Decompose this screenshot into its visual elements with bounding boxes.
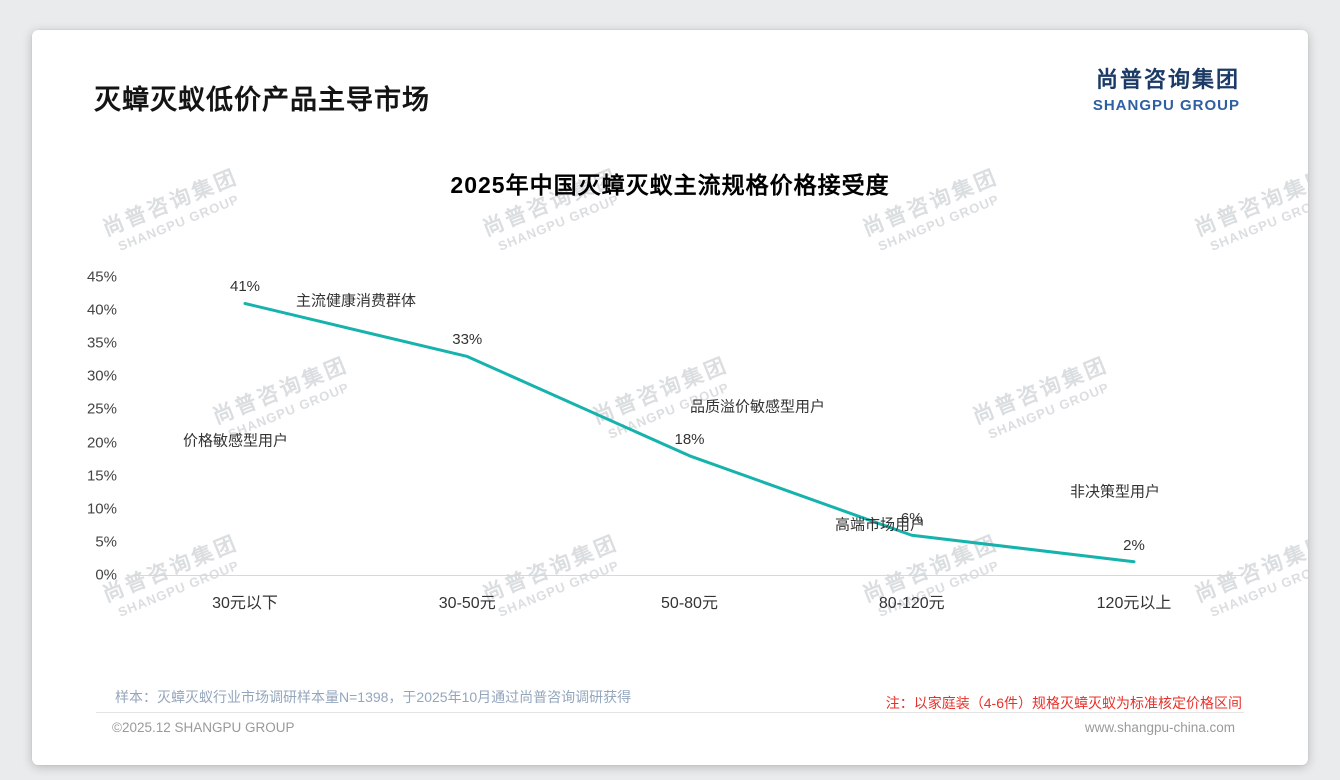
data-point-label: 2% [1123,536,1145,554]
segment-annotation: 非决策型用户 [1070,483,1161,501]
data-point-label: 6% [900,510,923,528]
x-axis-category-label: 120元以上 [1096,595,1172,612]
data-point-label: 41% [229,278,261,296]
brand-logo-en: SHANGPU GROUP [1092,97,1240,114]
segment-annotation: 价格敏感型用户 [183,432,289,450]
y-axis-tick-label: 45% [86,268,117,286]
chart-title: 2025年中国灭蟑灭蚁主流规格价格接受度 [450,172,890,198]
y-axis-tick-label: 5% [95,533,117,551]
price-acceptance-line-chart: 45% 40% 35% 30% 25% 20% 15% 10% 5% 0% 30元以下 30-50元 5… [32,230,1308,650]
y-axis-tick-label: 15% [86,467,117,485]
sample-note: 样本：灭蟑灭蚁行业市场调研样本量N=1398，于2025年10月通过尚普咨询调研… [115,689,632,705]
segment-annotation: 品质溢价敏感型用户 [690,398,826,416]
y-axis-tick-label: 30% [86,367,117,385]
x-axis-line [133,575,1243,576]
copyright-text: ©2025.12 SHANGPU GROUP [112,720,295,735]
data-point-label: 33% [452,331,483,349]
segment-annotation: 高端市场用户 [835,516,926,534]
x-axis-category-label: 80-120元 [878,595,945,612]
segment-annotation: 主流健康消费群体 [296,292,417,310]
y-axis-tick-label: 20% [86,434,117,452]
x-axis-category-label: 30-50元 [438,595,496,612]
x-axis-category-label: 30元以下 [212,595,278,612]
y-axis-tick-label: 0% [95,566,117,584]
brand-logo: 尚普咨询集团 SHANGPU GROUP [1093,62,1240,114]
website-text: www.shangpu-china.com [1084,720,1235,735]
x-axis-category-label: 50-80元 [661,595,718,612]
report-card: 尚普咨询集团 SHANGPU GROUP 尚普咨询集团 SHANGPU GROUP 尚普… [32,30,1308,765]
y-axis-tick-label: 35% [86,334,117,352]
data-point-label: 18% [674,430,705,448]
y-axis-tick-label: 10% [86,500,117,518]
y-axis-tick-label: 40% [86,301,117,319]
acceptance-line [243,301,1136,564]
brand-logo-cn: 尚普咨询集团 [1095,67,1240,92]
y-axis-tick-label: 25% [86,400,117,418]
footer-divider [96,712,1244,713]
page-title: 灭蟑灭蚁低价产品主导市场 [94,85,430,115]
pricing-standard-note: 注：以家庭装（4-6件）规格灭蟑灭蚁为标准核定价格区间 [885,695,1242,711]
line-series-svg [243,301,1136,564]
